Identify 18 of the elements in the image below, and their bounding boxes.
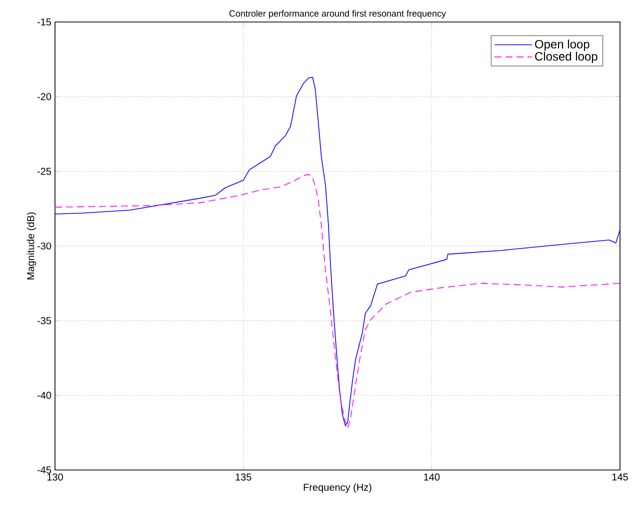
x-axis-title: Frequency (Hz) [304,483,372,493]
line-series [55,76,620,426]
y-tick-label: -15 [37,18,52,26]
chart-title: Controler performance around first resonant frequency [229,10,446,18]
x-tick-label: 140 [424,474,440,481]
y-tick-label: -40 [37,392,52,399]
y-axis-title: Magnitude (dB) [26,212,36,280]
y-tick-label: -25 [37,168,52,175]
y-tick-label: -45 [37,466,52,474]
y-tick-label: -30 [37,242,52,250]
x-tick-label: 145 [612,474,628,480]
legend-label: Closed loop [535,52,598,64]
line-series [55,174,620,429]
y-tick-label: -20 [37,93,52,100]
legend-label: Open loop [535,40,590,51]
y-tick-label: -35 [37,317,52,324]
x-tick-label: 130 [47,474,63,481]
x-tick-label: 135 [236,474,252,481]
